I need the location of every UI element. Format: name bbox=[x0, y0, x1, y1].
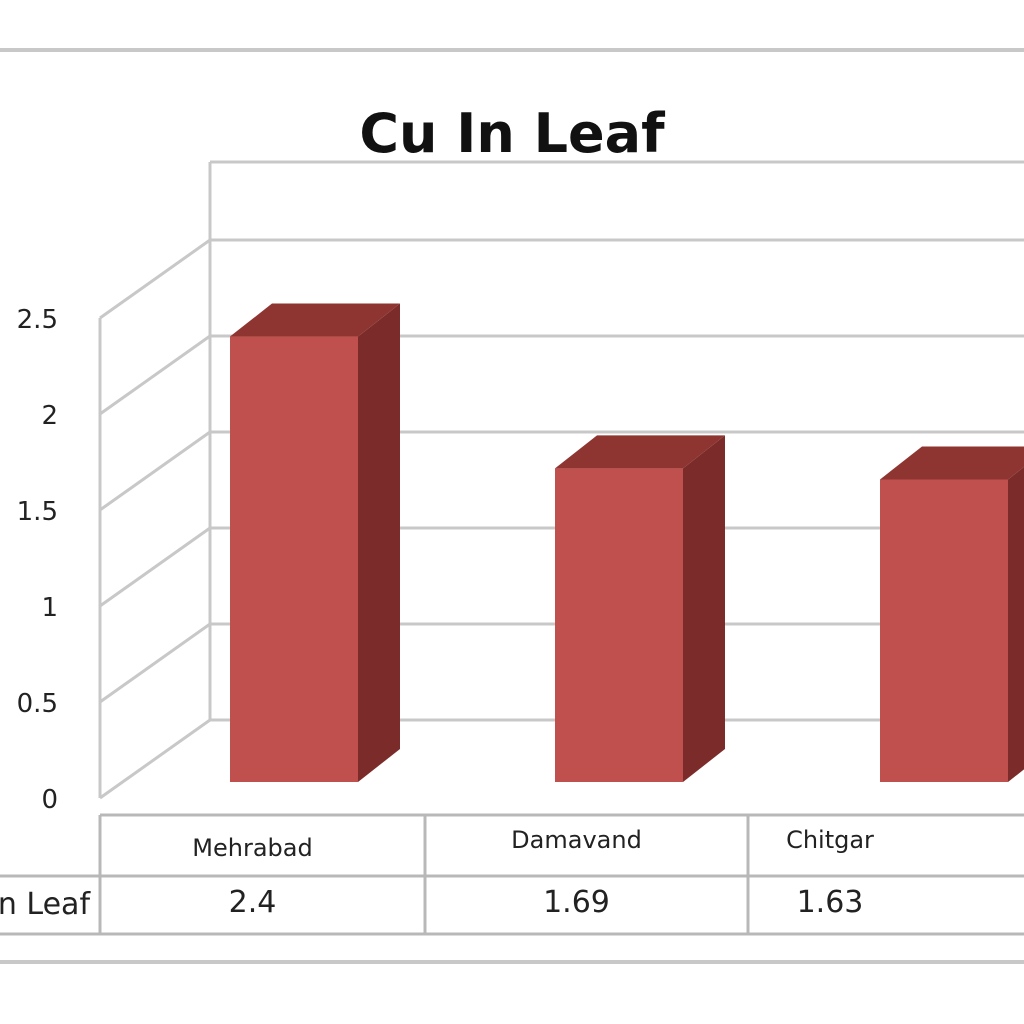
bar-side bbox=[358, 303, 400, 782]
bar-mehrabad bbox=[230, 303, 400, 782]
y-tick-label: 1.5 bbox=[17, 497, 58, 527]
data-table-value: 1.63 bbox=[797, 885, 864, 920]
grid-side-line bbox=[99, 718, 211, 800]
data-table-row-label: Cu In Leaf bbox=[0, 887, 91, 922]
bar-front bbox=[880, 479, 1008, 782]
bar-chitgar bbox=[880, 446, 1024, 782]
y-axis-ticks: 0 0.5 1 1.5 2 2.5 bbox=[17, 305, 58, 815]
grid-side-line bbox=[99, 334, 211, 416]
bars bbox=[230, 303, 1024, 782]
y-tick-label: 0.5 bbox=[17, 689, 58, 719]
grid-side-line bbox=[99, 238, 211, 320]
bar-front bbox=[230, 336, 358, 782]
grid-side-line bbox=[99, 526, 211, 608]
category-label: Chitgar bbox=[786, 826, 874, 854]
data-table: Cu In Leaf Mehrabad 2.4 Damavand 1.69 Chitga… bbox=[0, 813, 1024, 936]
category-label: Mehrabad bbox=[192, 834, 312, 862]
bar-top bbox=[230, 303, 400, 337]
y-tick-label: 0 bbox=[41, 785, 58, 815]
bar-damavand bbox=[555, 435, 725, 782]
bar-top bbox=[555, 435, 725, 469]
bar-top bbox=[880, 446, 1024, 480]
data-table-value: 2.4 bbox=[229, 885, 277, 920]
y-tick-label: 2.5 bbox=[17, 305, 58, 335]
y-tick-label: 1 bbox=[41, 593, 58, 623]
category-label: Damavand bbox=[511, 826, 642, 854]
bar-side bbox=[1008, 466, 1024, 782]
data-table-value: 1.69 bbox=[543, 885, 610, 920]
bar-side bbox=[683, 435, 725, 782]
grid-side-line bbox=[99, 430, 211, 512]
grid-side-line bbox=[99, 622, 211, 704]
bar-front bbox=[555, 468, 683, 782]
y-tick-label: 2 bbox=[41, 401, 58, 431]
chart-title: Cu In Leaf bbox=[359, 102, 665, 165]
